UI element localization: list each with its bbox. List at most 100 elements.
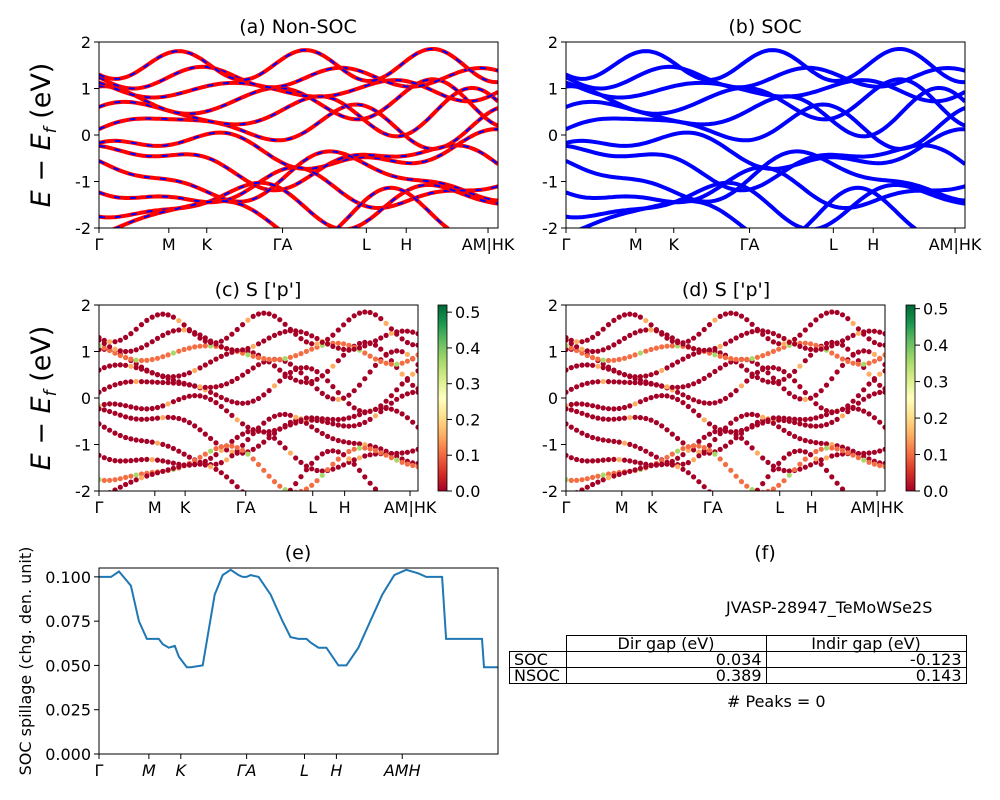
band-point xyxy=(213,384,219,390)
band-point xyxy=(213,466,219,472)
band-point xyxy=(176,448,182,454)
band-point xyxy=(632,352,638,358)
band-point xyxy=(675,340,681,346)
band-point xyxy=(722,395,729,402)
band-point xyxy=(415,424,418,430)
band-point xyxy=(99,346,102,353)
axes-xtick-label: AM|HK xyxy=(851,498,904,517)
band-point xyxy=(621,372,628,378)
band-point xyxy=(138,438,145,444)
band-point xyxy=(653,327,660,333)
band-point xyxy=(229,378,235,384)
band-point xyxy=(128,404,134,410)
band-point xyxy=(706,347,713,353)
band-point xyxy=(325,368,331,374)
band-point xyxy=(813,401,819,407)
band-point xyxy=(128,458,134,464)
band-point xyxy=(861,396,867,402)
band-point xyxy=(595,331,601,337)
band-point xyxy=(797,416,803,423)
band-point xyxy=(781,467,787,474)
band-point xyxy=(829,419,835,425)
band-point xyxy=(802,422,808,428)
band-point xyxy=(277,426,283,432)
band-point xyxy=(566,367,569,373)
band-point xyxy=(99,452,102,458)
band-point xyxy=(266,432,272,438)
band-point xyxy=(706,447,713,453)
colorbar-tick-label: 0.3 xyxy=(923,373,948,392)
band-point xyxy=(144,473,150,479)
band-point xyxy=(611,379,617,385)
band-point xyxy=(823,340,830,347)
band-point xyxy=(176,379,182,385)
band-point xyxy=(192,367,198,374)
band-point xyxy=(595,404,601,410)
band-point xyxy=(701,484,707,490)
axes-xtick-label: L xyxy=(829,235,838,254)
band-point xyxy=(696,412,702,418)
band-point xyxy=(600,378,606,385)
band-point xyxy=(861,361,867,367)
band-point xyxy=(566,452,569,458)
band-point xyxy=(643,348,649,354)
band-line xyxy=(99,150,498,203)
band-point xyxy=(813,440,819,446)
band-point xyxy=(282,356,288,362)
band-point xyxy=(877,342,883,348)
band-point xyxy=(133,416,139,422)
band-point xyxy=(367,309,373,316)
axes-ytick-label: 0 xyxy=(548,389,558,408)
band-point xyxy=(213,400,219,406)
panel-b-title: (b) SOC xyxy=(728,16,801,38)
band-point xyxy=(648,346,654,353)
band-point xyxy=(813,456,819,462)
band-point xyxy=(261,439,267,445)
band-point xyxy=(234,434,240,440)
band-point xyxy=(749,356,755,362)
band-point xyxy=(367,480,373,486)
row-dir: 0.034 xyxy=(565,651,767,668)
band-point xyxy=(802,456,808,462)
band-point xyxy=(107,401,113,407)
band-point xyxy=(399,349,405,355)
band-line xyxy=(99,149,498,204)
band-point xyxy=(637,314,644,320)
band-point xyxy=(330,384,336,390)
band-point xyxy=(176,348,182,354)
band-point xyxy=(255,395,262,402)
band-point xyxy=(309,341,315,347)
band-point xyxy=(245,400,251,406)
band-point xyxy=(611,317,617,323)
band-point xyxy=(218,447,224,453)
band-point xyxy=(165,401,171,407)
band-point xyxy=(202,451,208,457)
band-point xyxy=(192,423,198,429)
band-point xyxy=(271,430,278,436)
band-point xyxy=(266,416,272,422)
band-point xyxy=(669,462,675,468)
band-point xyxy=(595,348,601,354)
axes-xtick-label: M xyxy=(162,235,176,254)
band-point xyxy=(229,412,235,418)
band-point xyxy=(341,341,347,347)
colorbar-gradient xyxy=(437,304,448,492)
band-point xyxy=(165,380,171,386)
band-point xyxy=(829,474,835,480)
band-point xyxy=(128,331,134,337)
band-point xyxy=(372,356,379,362)
band-point xyxy=(605,357,612,364)
band-point xyxy=(786,339,792,345)
band-point xyxy=(728,502,733,507)
band-point xyxy=(229,479,235,485)
band-point xyxy=(675,396,681,403)
band-point xyxy=(685,394,691,400)
colorbar-tick-label: 0.4 xyxy=(455,339,480,358)
band-point xyxy=(367,369,373,375)
colorbar-tick-label: 0.2 xyxy=(455,410,480,429)
band-point xyxy=(701,445,707,451)
band-point xyxy=(128,436,134,442)
band-point xyxy=(776,415,782,421)
colorbar-d: 0.0 0.1 0.2 0.3 0.4 0.5 xyxy=(905,300,948,501)
band-point xyxy=(760,489,765,491)
